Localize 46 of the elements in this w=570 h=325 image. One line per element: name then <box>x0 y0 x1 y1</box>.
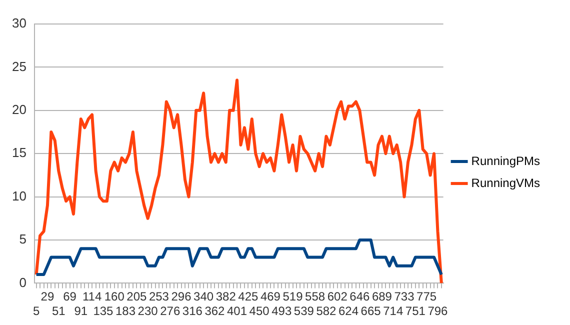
x-tick-label: 401 <box>227 304 248 318</box>
x-tick-label: 796 <box>428 304 448 318</box>
x-tick-label: 51 <box>52 304 66 318</box>
x-tick-label: 665 <box>360 304 382 318</box>
x-tick-label: 519 <box>282 290 304 304</box>
y-tick-label: 10 <box>12 188 26 204</box>
y-tick-label: 5 <box>19 232 26 247</box>
x-tick-label: 751 <box>405 304 426 318</box>
x-tick-label: 539 <box>294 304 314 318</box>
x-tick-label: 29 <box>40 290 54 304</box>
x-tick-label: 340 <box>194 290 214 304</box>
x-tick-label: 183 <box>116 304 136 318</box>
x-tick-label: 558 <box>305 290 326 304</box>
x-tick-label: 624 <box>338 304 359 318</box>
x-tick-label: 775 <box>416 290 437 304</box>
y-tick-label: 20 <box>12 102 26 117</box>
x-tick-label: 362 <box>204 304 226 318</box>
x-tick-label: 160 <box>104 290 125 304</box>
x-tick-label: 316 <box>182 304 203 318</box>
x-tick-label: 253 <box>148 290 170 304</box>
x-tick-label: 5 <box>32 304 40 318</box>
y-tick-label: 15 <box>12 145 26 160</box>
x-tick-label: 69 <box>63 290 77 304</box>
y-tick-label: 30 <box>12 16 26 31</box>
x-tick-label: 382 <box>216 290 236 304</box>
x-tick-label: 733 <box>394 290 415 304</box>
x-tick-label: 450 <box>249 304 270 318</box>
x-tick-label: 425 <box>238 290 259 304</box>
x-tick-label: 646 <box>350 290 370 304</box>
y-tick-label: 25 <box>12 58 26 74</box>
x-tick-label: 714 <box>383 304 404 318</box>
x-tick-label: 230 <box>138 304 158 318</box>
x-tick-label: 296 <box>171 290 192 304</box>
legend-label: RunningVMs <box>471 176 540 190</box>
y-tick-label: 0 <box>19 274 26 290</box>
legend-label: RunningPMs <box>471 154 540 168</box>
x-tick-label: 602 <box>327 290 348 304</box>
x-tick-label: 276 <box>160 304 180 318</box>
x-tick-label: 493 <box>272 304 292 318</box>
x-tick-label: 205 <box>126 290 147 304</box>
x-tick-label: 582 <box>316 304 337 318</box>
x-tick-label: 114 <box>82 290 102 304</box>
x-tick-label: 469 <box>260 290 281 304</box>
x-tick-label: 91 <box>74 304 88 318</box>
x-tick-label: 135 <box>93 304 114 318</box>
x-tick-label: 689 <box>372 290 392 304</box>
